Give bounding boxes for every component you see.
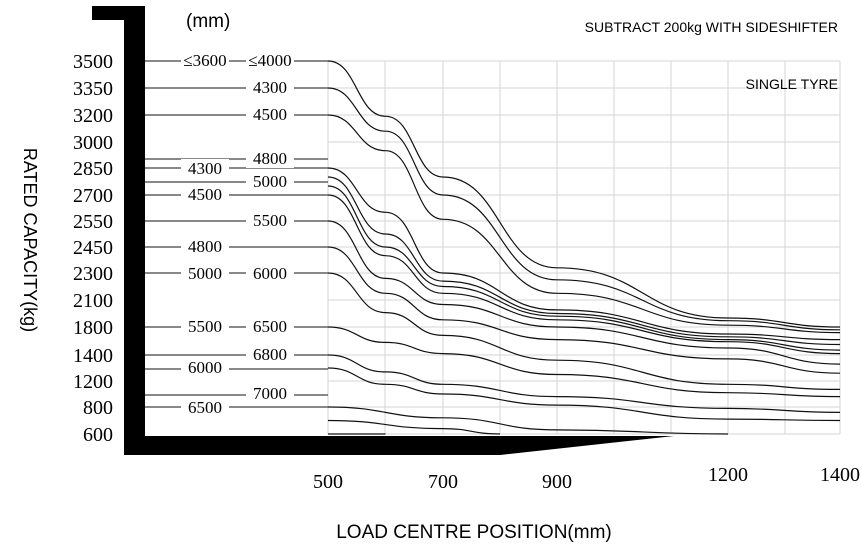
mast-label-background — [181, 264, 229, 283]
mast-label-background — [246, 149, 294, 168]
y-tick-label: 2550 — [73, 211, 113, 233]
capacity-curve — [327, 176, 841, 346]
y-tick-label: 2450 — [73, 237, 113, 259]
mast-height-label: 5000 — [253, 172, 287, 191]
y-tick-label: 2850 — [73, 158, 113, 180]
frame-fork — [124, 436, 674, 455]
y-tick-label: 3500 — [73, 51, 113, 73]
mast-label-background — [246, 105, 294, 124]
mast-height-label: 6800 — [253, 345, 287, 364]
mast-height-label: 4500 — [253, 105, 287, 124]
mast-label-background — [246, 384, 294, 403]
capacity-curve — [327, 246, 841, 374]
single-tyre-note: SINGLE TYRE — [746, 76, 838, 92]
y-tick-label: 3200 — [73, 105, 113, 127]
capacity-curve — [327, 87, 841, 331]
mast-height-label: ≤3600 — [183, 51, 226, 70]
mast-label-background — [246, 172, 294, 191]
mast-label-background — [246, 78, 294, 97]
mast-height-label: 4500 — [188, 185, 222, 204]
mast-label-background — [246, 264, 294, 283]
x-tick-label: 700 — [428, 471, 458, 493]
leader-lines — [145, 60, 328, 408]
sideshifter-note: SUBTRACT 200kg WITH SIDESHIFTER — [585, 19, 838, 35]
y-tick-labels: 3500 3350 3200 3000 2850 2700 2550 2450 2300 2100… — [73, 51, 113, 446]
mast-height-label: 6000 — [253, 264, 287, 283]
capacity-curve — [327, 167, 841, 341]
mast-label-background — [246, 317, 294, 336]
y-tick-label: 1800 — [73, 317, 113, 339]
frame-upright — [92, 6, 145, 436]
mast-label-background — [246, 345, 294, 364]
mast-height-label: 5500 — [253, 211, 287, 230]
y-tick-label: 600 — [83, 424, 113, 446]
mast-label-background — [181, 358, 229, 377]
y-tick-label: 800 — [83, 397, 113, 419]
mast-height-labels: ≤3600 ≤4000 4300 4500 4300 4800 5000 4500 5500 48… — [181, 51, 294, 417]
x-tick-labels: 500 700 900 1200 1400 — [313, 464, 860, 493]
x-tick-label: 900 — [542, 471, 572, 493]
x-axis-title: LOAD CENTRE POSITION(mm) — [336, 522, 612, 543]
mast-label-background — [181, 51, 229, 70]
mast-label-background — [181, 237, 229, 256]
y-tick-label: 1400 — [73, 345, 113, 367]
mast-height-label: 4800 — [188, 237, 222, 256]
x-tick-label: 500 — [313, 471, 343, 493]
capacity-curve — [327, 406, 729, 435]
capacity-curve — [327, 220, 841, 365]
y-tick-label: 1200 — [73, 371, 113, 393]
mast-height-label: 5000 — [188, 264, 222, 283]
mast-height-label: ≤4000 — [248, 51, 291, 70]
mast-label-background — [181, 317, 229, 336]
mast-label-background — [246, 51, 294, 70]
capacity-curve — [327, 367, 841, 422]
capacity-curve — [327, 272, 841, 390]
capacity-curve — [327, 326, 841, 398]
capacity-curve — [327, 185, 841, 351]
mast-height-label: 4300 — [188, 159, 222, 178]
y-tick-label: 3350 — [73, 78, 113, 100]
capacity-curve — [327, 60, 841, 328]
grid — [327, 60, 841, 435]
mast-height-label: 6500 — [188, 398, 222, 417]
x-tick-label: 1400 — [820, 464, 860, 486]
mast-height-label: 6500 — [253, 317, 287, 336]
unit-label: (mm) — [186, 11, 230, 32]
capacity-curve — [327, 354, 841, 413]
y-axis-title: RATED CAPACITY(kg) — [20, 148, 40, 332]
y-tick-label: 3000 — [73, 132, 113, 154]
mast-label-background — [181, 159, 229, 178]
capacity-curve — [327, 419, 501, 435]
mast-label-background — [181, 185, 229, 204]
mast-height-label: 6000 — [188, 358, 222, 377]
mast-frame-graphic — [92, 6, 674, 455]
y-tick-label: 2100 — [73, 290, 113, 312]
mast-label-background — [246, 211, 294, 230]
capacity-curve — [327, 114, 841, 334]
capacity-curve — [327, 194, 841, 355]
y-tick-label: 2300 — [73, 263, 113, 285]
mast-height-label: 5500 — [188, 317, 222, 336]
capacity-curves — [327, 60, 841, 435]
mast-height-label: 4300 — [253, 78, 287, 97]
x-tick-label: 1200 — [708, 464, 748, 486]
mast-height-label: 4800 — [253, 149, 287, 168]
y-tick-label: 2700 — [73, 185, 113, 207]
mast-height-label: 7000 — [253, 384, 287, 403]
mast-label-background — [181, 398, 229, 417]
